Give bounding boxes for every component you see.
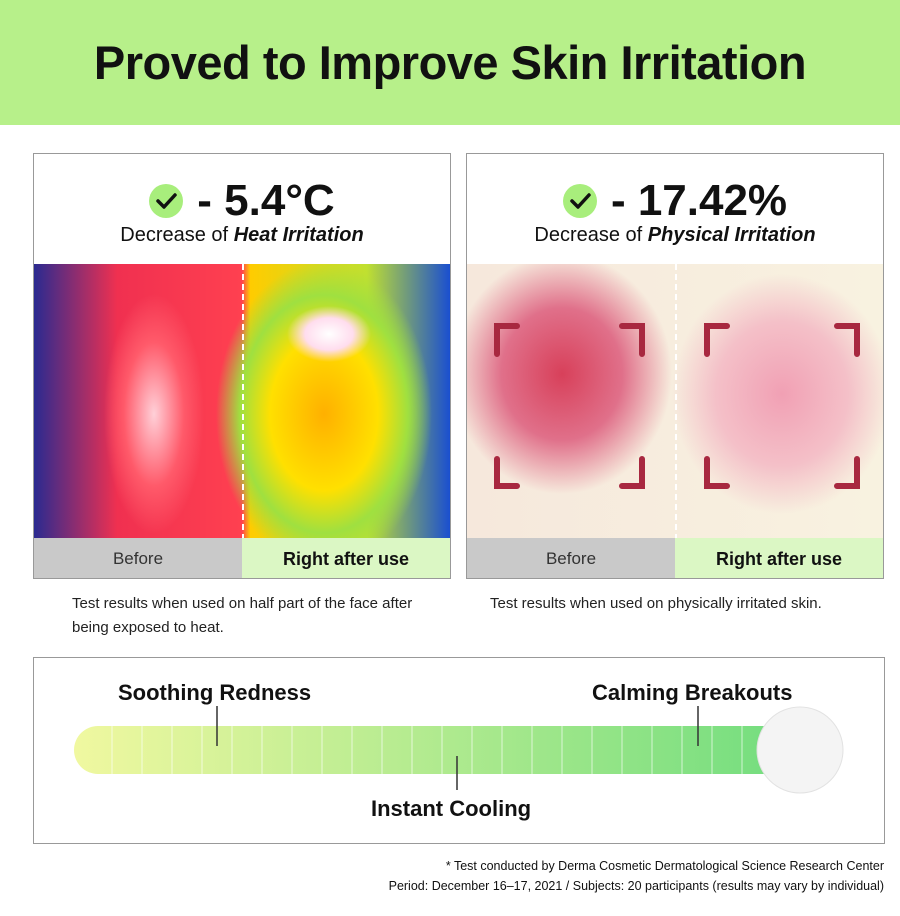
benefit-label: Instant Cooling — [371, 796, 532, 821]
stat-row: - 17.42% — [467, 176, 883, 226]
title: Proved to Improve Skin Irritation — [93, 36, 807, 89]
desc-emphasis: Physical Irritation — [647, 224, 816, 246]
stat-value: - 17.42% — [610, 176, 788, 225]
footnote-line: Period: December 16–17, 2021 / Subjects:… — [388, 879, 884, 893]
check-icon — [562, 184, 597, 218]
heat-caption: Test results when used on half part of t… — [72, 595, 413, 636]
divider — [242, 264, 244, 578]
footnote: * Test conducted by Derma Cosmetic Derma… — [389, 856, 884, 896]
stat-description: Decrease of Heat Irritation — [34, 224, 450, 247]
bracket-marks — [494, 323, 860, 489]
physical-caption: Test results when used on physically irr… — [490, 595, 822, 612]
stat-value: - 5.4°C — [197, 176, 335, 225]
after-label: Right after use — [242, 538, 450, 578]
benefits-box: Soothing Redness Instant Cooling Calming… — [33, 657, 885, 844]
physical-panel: - 17.42% Decrease of Physical Irritation… — [466, 153, 884, 579]
desc-prefix: Decrease of — [534, 224, 643, 246]
desc-prefix: Decrease of — [120, 224, 229, 246]
benefit-label: Calming Breakouts — [592, 680, 793, 705]
stat-description: Decrease of Physical Irritation — [467, 224, 883, 247]
after-label: Right after use — [675, 538, 883, 578]
stat-row: - 5.4°C — [34, 176, 450, 226]
before-label: Before — [467, 538, 675, 578]
footnote-line: * Test conducted by Derma Cosmetic Derma… — [445, 859, 884, 873]
divider — [675, 264, 677, 578]
benefit-label: Soothing Redness — [118, 680, 312, 705]
before-label: Before — [34, 538, 242, 578]
check-icon — [149, 184, 184, 218]
header: Proved to Improve Skin Irritation — [0, 0, 900, 125]
heat-panel: - 5.4°C Decrease of Heat Irritation Befo… — [33, 153, 451, 579]
desc-emphasis: Heat Irritation — [233, 224, 364, 246]
benefits-bar — [74, 706, 844, 794]
